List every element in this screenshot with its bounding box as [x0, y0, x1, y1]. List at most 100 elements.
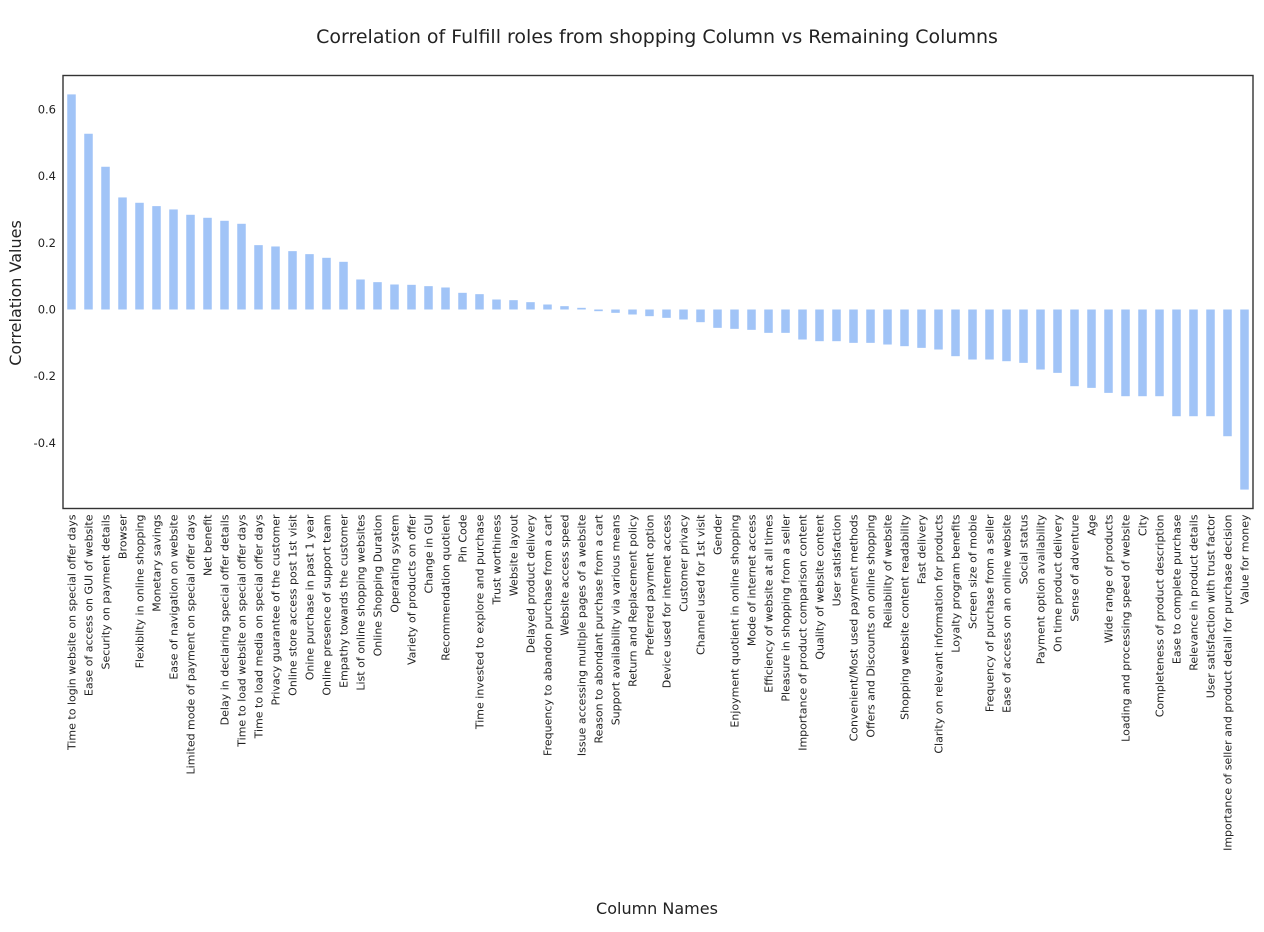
bar [1223, 309, 1232, 437]
y-tick-label: -0.2 [34, 369, 56, 383]
bar [866, 309, 875, 343]
bar [390, 284, 399, 310]
x-tick-label: Enjoyment quotient in online shopping [729, 515, 742, 728]
bar [186, 214, 195, 310]
x-tick-label: Efficiency of website at all times [763, 514, 776, 692]
x-tick-label: Flexibilty in online shopping [134, 515, 147, 669]
bar [849, 309, 858, 343]
bar [1087, 309, 1096, 388]
x-tick-label: Website access speed [559, 515, 572, 636]
bar [118, 197, 127, 310]
bar [1053, 309, 1062, 373]
bar [1121, 309, 1130, 397]
bar [492, 299, 501, 310]
x-tick-label: Return and Replacement policy [627, 514, 640, 687]
bar [1155, 309, 1164, 397]
bar [271, 246, 280, 310]
x-tick-label: Issue accessing multiple pages of a webs… [576, 514, 589, 756]
bar [968, 309, 977, 360]
x-tick-label: Change in GUI [423, 515, 436, 594]
x-axis-label: Column Names [596, 899, 718, 918]
x-tick-label: Onine purchase in past 1 year [304, 514, 317, 680]
x-tick-label: Security on payment details [100, 514, 113, 669]
x-tick-label: Time to load website on special offer da… [236, 514, 249, 747]
x-tick-label: Sense of adventure [1069, 514, 1082, 621]
bar [169, 209, 178, 310]
x-tick-label: List of online shopping websites [355, 514, 368, 690]
bar [305, 254, 314, 310]
bar [560, 306, 569, 310]
bar [798, 309, 807, 340]
x-tick-label: Time to load media on special offer days [253, 514, 266, 739]
bar [1189, 309, 1198, 417]
x-tick-label: Completeness of product description [1154, 514, 1167, 717]
bar [1036, 309, 1045, 370]
x-tick-label: Pin Code [457, 514, 470, 562]
bar [475, 294, 484, 310]
x-tick-label: Limited mode of payment on special offer… [185, 514, 198, 774]
bar [1138, 309, 1147, 397]
x-tick-label: Privacy guarantee of the customer [270, 514, 283, 706]
x-tick-label: Ease of navigation on website [168, 514, 181, 679]
bar [356, 279, 365, 310]
x-tick-label: City [1137, 514, 1150, 536]
bar [611, 309, 620, 313]
bar [1019, 309, 1028, 363]
bar [509, 300, 518, 310]
bar [254, 245, 263, 310]
x-tick-label: Ease to complete purchase [1171, 514, 1184, 664]
x-tick-label: Importance of seller and product detail … [1222, 514, 1235, 850]
bar [645, 309, 654, 317]
bar [594, 309, 603, 312]
x-tick-label: User satisfaction [831, 514, 844, 606]
bar [1070, 309, 1079, 387]
x-tick-label: Recommendation quotient [440, 514, 453, 661]
bar [985, 309, 994, 360]
x-tick-label: Loading and processing speed of website [1120, 514, 1133, 742]
x-tick-label: Ease of access on an online website [1001, 514, 1014, 713]
x-tick-label: Reason to abondant purchase from a cart [593, 514, 606, 744]
bar [1172, 309, 1181, 417]
y-axis-ticks: -0.4 -0.2 0.0 0.2 0.4 0.6 [34, 102, 56, 450]
bar [67, 94, 76, 310]
x-tick-label: Social status [1018, 514, 1031, 584]
x-tick-label: Gender [712, 514, 725, 555]
x-tick-label: Monetary savings [151, 514, 164, 612]
bar [543, 304, 552, 310]
bar [237, 223, 246, 310]
plot-frame [62, 74, 1254, 510]
x-tick-label: Online presence of support team [321, 515, 334, 696]
x-tick-label: Operating system [389, 515, 402, 613]
bar [84, 133, 93, 310]
x-tick-label: Age [1086, 514, 1099, 536]
bar [220, 220, 229, 310]
bar [900, 309, 909, 347]
y-tick-label: -0.4 [34, 436, 56, 450]
x-tick-label: Fast delivery [916, 514, 929, 584]
x-tick-label: Time to login website on special offer d… [66, 514, 79, 751]
bar [577, 307, 586, 310]
x-tick-label: Browser [117, 514, 130, 559]
bars-group [67, 94, 1249, 490]
x-tick-label: Screen size of mobie [967, 514, 980, 629]
bar [288, 251, 297, 310]
bar [101, 166, 110, 310]
bar [951, 309, 960, 357]
bar [407, 284, 416, 310]
y-tick-label: 0.6 [38, 102, 56, 116]
x-tick-label: Frequency of purchase from a seller [984, 514, 997, 712]
x-tick-label: Device used for internet access [661, 514, 674, 688]
x-tick-label: Frequency to abandon purchase from a car… [542, 514, 555, 756]
chart-title: Correlation of Fulfill roles from shoppi… [316, 26, 998, 48]
y-axis-label: Correlation Values [6, 220, 25, 366]
bar [135, 202, 144, 310]
bar [679, 309, 688, 320]
x-tick-label: Reliability of website [882, 514, 895, 628]
x-axis-tick-labels: Time to login website on special offer d… [66, 514, 1252, 851]
bar [917, 309, 926, 348]
bar [152, 206, 161, 310]
bar [713, 309, 722, 328]
x-tick-label: Online store access post 1st visit [287, 514, 300, 696]
bar [458, 292, 467, 310]
bar [747, 309, 756, 330]
